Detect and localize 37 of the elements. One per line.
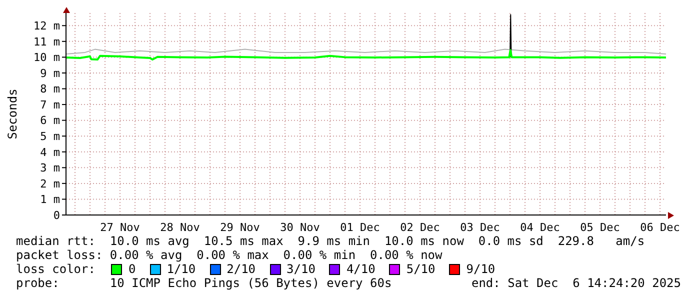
text: 4/10 [345,262,376,276]
x-tick-label: 27 Nov [100,220,140,234]
y-tick-label: 4 m [40,146,60,159]
text: loss color: [16,262,96,276]
text: 5/10 [405,262,436,276]
y-tick-label: 7 m [40,98,60,112]
y-tick-label: 12 m [34,20,60,33]
text: median rtt: 10.0 ms avg 10.5 ms max 9.9 ms min 10.0 ms now 0.0 ms sd 229.8 am/s [16,234,645,248]
y-tick-label: 6 m [40,114,60,128]
text: 9/10 [465,262,496,276]
x-tick-label: 05 Dec [580,220,620,234]
y-tick-label: 8 m [40,82,60,96]
y-tick-label: 3 m [40,162,60,175]
x-tick-label: 01 Dec [340,220,380,234]
text: 2/10 [226,262,256,276]
y-axis-title: Seconds [5,88,20,140]
y-tick-label: 11 m [34,35,60,48]
x-tick-label: 28 Nov [160,220,200,234]
x-tick-label: 29 Nov [220,220,260,234]
y-tick-label: 5 m [40,130,60,143]
text: 0 [127,262,136,276]
y-tick-label: 10 m [34,51,60,64]
text: 3/10 [286,262,316,276]
y-tick-label: 0 [53,208,60,222]
text: packet loss: 0.00 % avg 0.00 % max 0.00 % min 0.00 % now [16,248,442,262]
x-tick-label: 06 Dec [640,220,680,234]
x-tick-label: 04 Dec [520,220,560,234]
x-tick-label: 02 Dec [400,220,440,234]
text: 1/10 [166,262,196,276]
x-tick-label: 03 Dec [460,220,500,234]
y-tick-label: 2 m [40,177,60,190]
line-series [66,49,666,61]
x-tick-label: 30 Nov [280,220,320,234]
text: end: Sat Dec 6 14:24:20 2025 [471,276,681,290]
y-tick-label: 9 m [40,66,60,80]
y-tick-label: 1 m [40,193,60,206]
text: probe: 10 ICMP Echo Pings (56 Bytes) every 60s [16,276,392,290]
